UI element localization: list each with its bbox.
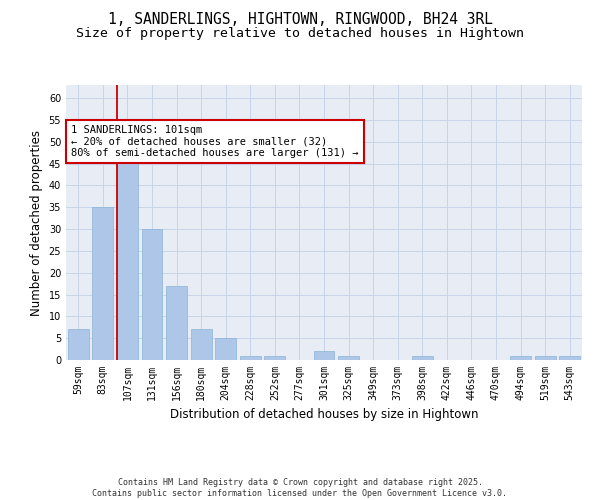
X-axis label: Distribution of detached houses by size in Hightown: Distribution of detached houses by size … <box>170 408 478 422</box>
Bar <box>338 356 359 360</box>
Bar <box>412 356 433 360</box>
Y-axis label: Number of detached properties: Number of detached properties <box>30 130 43 316</box>
Bar <box>535 356 556 360</box>
Text: 1 SANDERLINGS: 101sqm
← 20% of detached houses are smaller (32)
80% of semi-deta: 1 SANDERLINGS: 101sqm ← 20% of detached … <box>71 125 359 158</box>
Text: Size of property relative to detached houses in Hightown: Size of property relative to detached ho… <box>76 28 524 40</box>
Bar <box>68 330 89 360</box>
Text: 1, SANDERLINGS, HIGHTOWN, RINGWOOD, BH24 3RL: 1, SANDERLINGS, HIGHTOWN, RINGWOOD, BH24… <box>107 12 493 28</box>
Bar <box>510 356 531 360</box>
Bar <box>559 356 580 360</box>
Bar <box>314 352 334 360</box>
Bar <box>166 286 187 360</box>
Bar <box>240 356 261 360</box>
Bar <box>265 356 286 360</box>
Bar <box>92 207 113 360</box>
Bar <box>215 338 236 360</box>
Text: Contains HM Land Registry data © Crown copyright and database right 2025.
Contai: Contains HM Land Registry data © Crown c… <box>92 478 508 498</box>
Bar <box>117 146 138 360</box>
Bar <box>142 229 163 360</box>
Bar <box>191 330 212 360</box>
